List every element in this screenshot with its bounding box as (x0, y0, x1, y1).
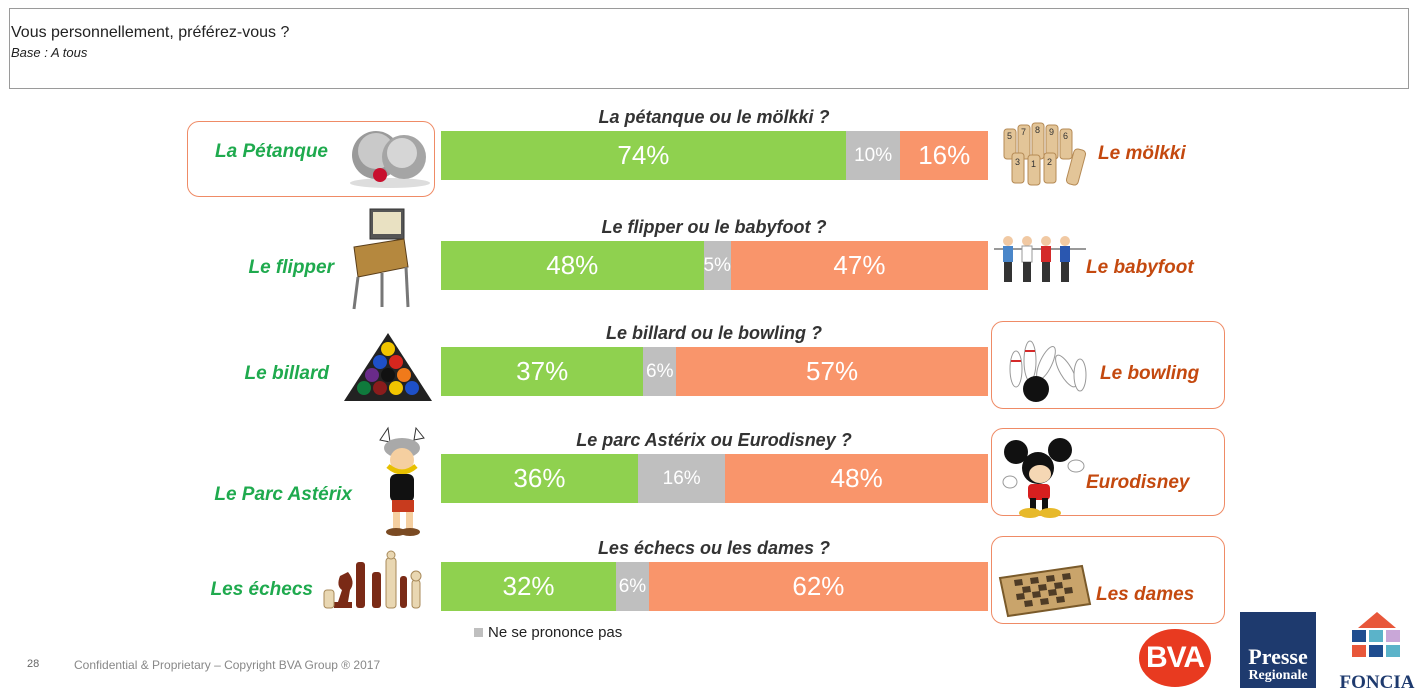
question-base: Base : A tous (11, 45, 88, 60)
bar-segment-nsp: 16% (637, 454, 726, 503)
bar-segment-nsp: 6% (643, 347, 677, 396)
stacked-bar: 36% 16% 48% (441, 454, 988, 503)
bar-segment-right: 48% (725, 454, 988, 503)
winner-highlight-box (991, 536, 1225, 624)
chart-row: La pétanque ou le mölkki ? 74% 10% 16% La Pé… (0, 107, 1422, 217)
chart-row: Le parc Astérix ou Eurodisney ? 36% 16% 48%… (0, 426, 1422, 540)
stacked-bar: 48% 5% 47% (441, 241, 988, 290)
presse-regionale-logo: Presse Regionale (1240, 612, 1316, 688)
bar-segment-left: 37% (441, 347, 644, 396)
foncia-logo: FONCIA (1336, 610, 1418, 694)
mickey-mouse-icon (996, 436, 1092, 520)
left-option-label: Le Parc Astérix (214, 484, 352, 505)
svg-text:8: 8 (1035, 125, 1040, 135)
bar-segment-right: 57% (676, 347, 988, 396)
checkers-board-icon (994, 560, 1094, 620)
svg-text:2: 2 (1047, 157, 1052, 167)
legend-nsp-label: Ne se prononce pas (488, 624, 623, 641)
pinball-machine-icon (344, 207, 414, 311)
question-label: Le flipper ou le babyfoot ? (601, 217, 827, 237)
winner-highlight-box (991, 428, 1225, 516)
chart-row: Le billard ou le bowling ? 37% 6% 57% Le bil… (0, 321, 1422, 433)
right-option-label: Eurodisney (1086, 472, 1190, 493)
bar-segment-left: 48% (441, 241, 704, 290)
left-option-label: Le flipper (248, 257, 334, 278)
left-option-label: Les échecs (210, 579, 313, 600)
petanque-balls-icon (344, 127, 436, 189)
bar-segment-nsp: 10% (845, 131, 901, 180)
svg-text:6: 6 (1063, 131, 1068, 141)
page-number: 28 (27, 658, 40, 670)
chess-pieces-icon (320, 550, 432, 612)
bar-segment-nsp: 5% (703, 241, 731, 290)
question-header (9, 8, 1409, 89)
bar-segment-right: 62% (648, 562, 988, 611)
bar-segment-left: 36% (441, 454, 638, 503)
bar-segment-right: 16% (900, 131, 988, 180)
right-option-label: Le bowling (1100, 363, 1200, 384)
winner-highlight-box (187, 121, 435, 197)
right-option-label: Le babyfoot (1086, 257, 1194, 278)
stacked-bar: 74% 10% 16% (441, 131, 988, 180)
chart-row: Les échecs ou les dames ? 32% 6% 62% Les éch… (0, 536, 1422, 648)
foosball-players-icon (994, 233, 1086, 293)
question-label: Les échecs ou les dames ? (597, 538, 831, 558)
foncia-logo-text: FONCIA (1339, 672, 1415, 693)
legend-nsp-swatch (474, 628, 483, 637)
svg-text:5: 5 (1007, 131, 1012, 141)
right-option-label: Les dames (1096, 584, 1195, 605)
svg-text:9: 9 (1049, 127, 1054, 137)
stacked-bar: 37% 6% 57% (441, 347, 988, 396)
asterix-character-icon (366, 426, 436, 538)
question-label: Le parc Astérix ou Eurodisney ? (576, 430, 852, 450)
copyright-text: Confidential & Proprietary – Copyright B… (74, 658, 381, 672)
stacked-bar: 32% 6% 62% (441, 562, 988, 611)
bva-logo: BVA (1139, 629, 1211, 687)
bar-segment-right: 47% (730, 241, 988, 290)
left-option-label: La Pétanque (215, 141, 328, 162)
question-label: La pétanque ou le mölkki ? (598, 107, 830, 127)
bar-segment-left: 32% (441, 562, 617, 611)
question-title: Vous personnellement, préférez-vous ? (11, 24, 290, 41)
question-label: Le billard ou le bowling ? (606, 323, 822, 343)
presse-logo-line1: Presse (1248, 644, 1308, 669)
foncia-house-icon (1352, 612, 1400, 657)
bar-segment-left: 74% (441, 131, 846, 180)
right-option-label: Le mölkki (1098, 143, 1186, 164)
presse-logo-line2: Regionale (1248, 668, 1308, 683)
bar-segment-nsp: 6% (616, 562, 649, 611)
bva-logo-text: BVA (1145, 641, 1205, 674)
billiard-balls-rack-icon (340, 331, 436, 405)
bowling-pins-icon (996, 331, 1092, 405)
left-option-label: Le billard (244, 363, 329, 384)
winner-highlight-box (991, 321, 1225, 409)
svg-text:1: 1 (1031, 159, 1036, 169)
svg-text:3: 3 (1015, 157, 1020, 167)
legend: Ne se prononce pas (474, 624, 622, 641)
chart-row: Le flipper ou le babyfoot ? 48% 5% 47% Le fl… (0, 208, 1422, 327)
svg-text:7: 7 (1021, 127, 1026, 137)
